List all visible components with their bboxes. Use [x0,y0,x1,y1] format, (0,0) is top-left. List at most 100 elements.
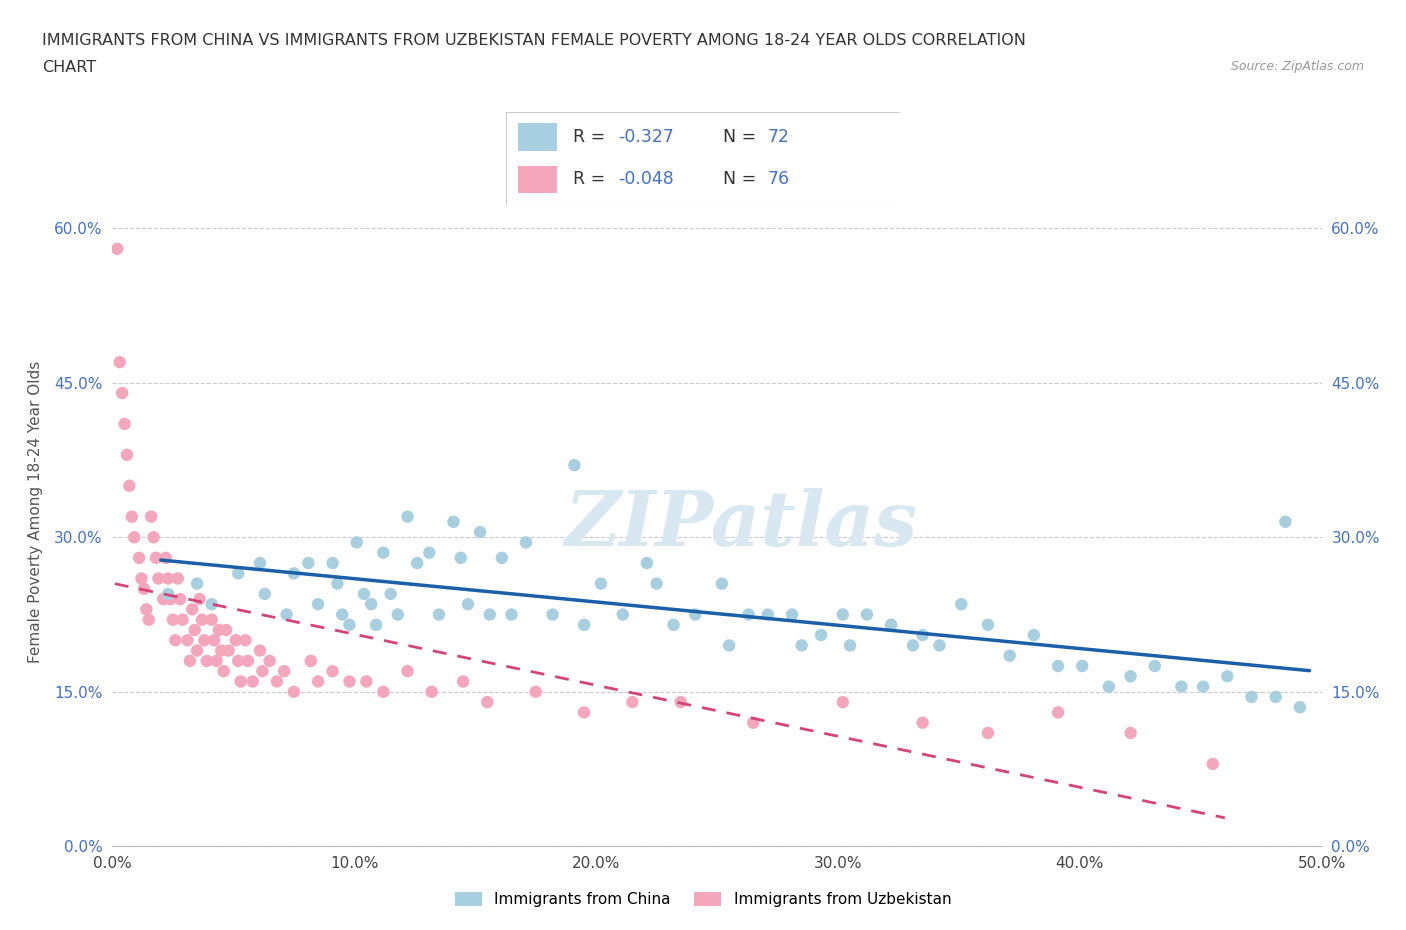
Point [249,555,271,570]
Point [420,684,443,699]
Point [645,577,668,591]
Point [491,551,513,565]
Point [218,644,240,658]
Point [621,695,644,710]
Point [226,565,249,580]
Point [662,618,685,632]
Point [380,587,402,602]
Point [208,622,231,637]
Point [396,664,419,679]
Point [188,591,211,606]
Point [330,607,353,622]
Point [742,715,765,730]
Point [928,638,950,653]
Point [1240,689,1263,704]
Point [977,618,1000,632]
Point [356,674,378,689]
Point [1119,669,1142,684]
Point [195,654,218,669]
Point [148,571,170,586]
Point [283,565,305,580]
Point [202,632,225,647]
Point [249,644,271,658]
Point [1216,669,1239,684]
FancyBboxPatch shape [517,123,557,151]
Point [977,725,1000,740]
Point [326,577,349,591]
Point [564,458,586,472]
Point [950,597,973,612]
Point [1047,658,1070,673]
Point [1289,699,1312,714]
Point [236,654,259,669]
Point [450,551,472,565]
Point [209,644,232,658]
Point [718,638,741,653]
Y-axis label: Female Poverty Among 18-24 Year Olds: Female Poverty Among 18-24 Year Olds [28,361,44,663]
Point [131,571,153,586]
Point [201,597,224,612]
Point [118,478,141,493]
Point [810,628,832,643]
Point [477,695,499,710]
Point [1274,514,1296,529]
Point [215,622,238,637]
Point [108,354,131,369]
Point [191,612,214,627]
Point [145,551,167,565]
Text: CHART: CHART [42,60,96,75]
Point [273,664,295,679]
Point [780,607,803,622]
Point [172,612,194,627]
Point [541,607,564,622]
Point [212,664,235,679]
Point [253,587,276,602]
Point [299,654,322,669]
Point [141,510,163,525]
Text: -0.327: -0.327 [619,127,675,146]
Point [235,632,257,647]
FancyBboxPatch shape [506,112,900,205]
Point [501,607,523,622]
Point [524,684,547,699]
Point [307,674,329,689]
Point [157,587,180,602]
Point [181,602,204,617]
Point [856,607,879,622]
Point [1192,679,1215,694]
Point [135,602,157,617]
Point [457,597,479,612]
Point [710,577,733,591]
Point [1143,658,1166,673]
Point [307,597,329,612]
Point [105,242,128,257]
Point [115,447,138,462]
Point [478,607,501,622]
Point [242,674,264,689]
Point [111,386,134,401]
Point [998,648,1021,663]
Point [159,591,181,606]
Point [157,571,180,586]
Point [612,607,634,622]
Point [669,695,692,710]
Point [1047,705,1070,720]
Point [155,551,177,565]
Point [142,530,165,545]
Point [179,654,201,669]
Point [1022,628,1045,643]
Point [1264,689,1286,704]
Point [201,612,224,627]
Point [839,638,862,653]
Text: N =: N = [723,170,762,189]
Text: R =: R = [574,170,610,189]
Point [229,674,252,689]
Point [1098,679,1121,694]
Point [183,622,205,637]
Point [353,587,375,602]
Point [685,607,707,622]
Point [346,535,368,550]
Point [132,581,155,596]
Point [193,632,215,647]
Point [373,684,395,699]
